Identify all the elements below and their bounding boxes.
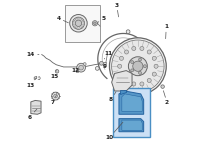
Circle shape <box>132 82 136 86</box>
Circle shape <box>152 72 156 76</box>
Circle shape <box>140 46 144 51</box>
Polygon shape <box>119 119 144 132</box>
Circle shape <box>143 65 146 68</box>
Circle shape <box>147 66 151 70</box>
Polygon shape <box>31 100 41 114</box>
Circle shape <box>75 20 82 26</box>
Circle shape <box>124 78 129 82</box>
Text: 12: 12 <box>72 68 80 73</box>
Text: 8: 8 <box>109 92 116 102</box>
Bar <box>103 62 106 65</box>
Text: 7: 7 <box>51 95 56 105</box>
Circle shape <box>152 56 156 60</box>
Circle shape <box>70 15 87 32</box>
Circle shape <box>147 78 151 82</box>
Text: 4: 4 <box>56 16 68 23</box>
Text: 13: 13 <box>27 79 36 88</box>
Circle shape <box>119 56 123 60</box>
Polygon shape <box>120 90 126 94</box>
Circle shape <box>92 21 98 26</box>
Text: 2: 2 <box>163 91 169 105</box>
Circle shape <box>83 63 86 66</box>
Text: 9: 9 <box>103 64 107 69</box>
Circle shape <box>119 72 123 76</box>
Circle shape <box>126 30 130 34</box>
Circle shape <box>77 63 85 72</box>
Circle shape <box>132 46 136 51</box>
Circle shape <box>95 66 99 70</box>
Circle shape <box>133 61 143 71</box>
Circle shape <box>118 64 122 68</box>
Circle shape <box>76 70 79 73</box>
Text: 3: 3 <box>115 2 119 17</box>
Circle shape <box>154 64 158 68</box>
Circle shape <box>147 50 151 54</box>
Circle shape <box>128 57 147 76</box>
Circle shape <box>124 50 129 54</box>
Circle shape <box>100 61 103 65</box>
Circle shape <box>139 71 141 74</box>
Circle shape <box>131 69 134 72</box>
Circle shape <box>140 82 144 86</box>
Text: 10: 10 <box>105 122 123 140</box>
Polygon shape <box>119 91 144 114</box>
Text: 1: 1 <box>164 24 168 39</box>
Circle shape <box>109 38 166 95</box>
Text: 15: 15 <box>50 71 58 79</box>
Circle shape <box>79 65 83 70</box>
Polygon shape <box>122 94 142 111</box>
FancyBboxPatch shape <box>65 5 100 42</box>
Circle shape <box>55 70 59 73</box>
Circle shape <box>112 40 164 92</box>
Polygon shape <box>34 76 37 79</box>
Circle shape <box>72 17 85 29</box>
Text: 14: 14 <box>27 52 39 57</box>
Polygon shape <box>122 120 142 130</box>
Circle shape <box>52 92 60 100</box>
Text: 5: 5 <box>98 16 106 22</box>
Circle shape <box>139 58 141 61</box>
Circle shape <box>54 94 57 98</box>
Circle shape <box>161 85 164 88</box>
Text: 11: 11 <box>104 51 112 59</box>
Circle shape <box>94 22 96 25</box>
Polygon shape <box>112 71 132 91</box>
Circle shape <box>131 61 134 64</box>
Text: 6: 6 <box>27 109 37 120</box>
FancyBboxPatch shape <box>113 88 150 137</box>
